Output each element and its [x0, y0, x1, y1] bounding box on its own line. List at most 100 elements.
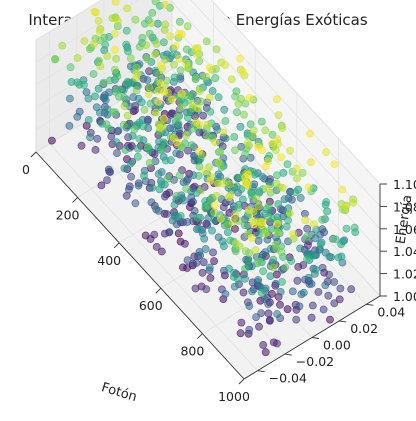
scatter-point — [269, 255, 278, 264]
scatter-point — [123, 4, 131, 13]
scatter-point — [261, 162, 270, 171]
scatter-point — [296, 194, 305, 202]
scatter-point — [316, 240, 325, 249]
scatter-point — [188, 124, 197, 133]
scatter-point — [168, 95, 176, 104]
scatter-point — [67, 78, 76, 86]
scatter-point — [283, 305, 292, 314]
x-tick-label: 800 — [180, 344, 204, 359]
y-tick-label: 0.00 — [323, 338, 351, 353]
scatter-point — [196, 251, 205, 260]
x-axis-line — [35, 151, 245, 380]
scatter-point — [160, 192, 169, 201]
scatter-point — [318, 215, 327, 224]
scatter-point — [130, 125, 139, 134]
scatter-point — [234, 203, 243, 212]
scatter-point — [170, 73, 179, 82]
scatter-point — [307, 158, 315, 167]
scatter-point — [166, 52, 175, 60]
scatter-point — [103, 52, 112, 60]
scatter-point — [132, 86, 141, 95]
scatter-point — [179, 196, 188, 205]
scatter-point — [90, 7, 99, 16]
scatter-point — [146, 99, 155, 108]
scatter-point — [325, 270, 333, 279]
scatter-point — [145, 29, 154, 38]
scatter-point — [257, 288, 266, 297]
scatter-point — [231, 146, 239, 155]
scatter-point — [175, 17, 184, 26]
scatter-point — [234, 275, 242, 284]
scatter-point — [284, 216, 292, 225]
scatter-point — [113, 149, 121, 157]
scatter-point — [137, 98, 146, 107]
scatter-point — [230, 282, 239, 291]
scatter-point — [192, 50, 201, 59]
scatter-point — [303, 255, 311, 263]
scatter-point — [152, 108, 160, 117]
scatter-point — [293, 174, 301, 183]
scatter-point — [277, 153, 285, 162]
scatter-point — [240, 110, 248, 119]
scatter-point — [299, 288, 308, 297]
scatter-point — [134, 181, 143, 190]
scatter-point — [255, 322, 263, 331]
scatter-point — [73, 54, 82, 62]
scatter-point — [112, 54, 121, 63]
scatter-point — [216, 214, 225, 223]
scatter-point — [318, 263, 327, 272]
scatter-point — [245, 302, 254, 310]
x-tick-label: 1000 — [218, 389, 250, 404]
scatter-point — [281, 263, 290, 272]
y-tick-label: 0.04 — [377, 304, 405, 319]
scatter-point — [161, 156, 170, 165]
scatter-point — [195, 120, 204, 129]
scatter-point — [113, 72, 122, 81]
scatter-point — [86, 133, 94, 142]
scatter-point — [182, 177, 191, 186]
scatter-point — [241, 150, 249, 158]
scatter-point — [132, 63, 141, 72]
scatter-point — [120, 164, 129, 173]
scatter-point — [48, 136, 56, 145]
z-grid-back — [190, 0, 381, 207]
x-tick-mark — [197, 333, 203, 339]
scatter-point — [250, 220, 258, 228]
scatter-point — [238, 67, 247, 76]
scatter-point — [264, 212, 273, 221]
scatter-point — [96, 62, 105, 71]
scatter-points — [48, 0, 360, 357]
scatter-point — [236, 329, 245, 338]
x-tick-mark — [30, 151, 37, 158]
scatter-point — [91, 92, 99, 101]
scatter-point — [191, 74, 200, 83]
scatter-point — [123, 77, 132, 86]
z-tick-label: 1.06 — [393, 222, 416, 237]
scatter-point — [124, 47, 132, 56]
scatter-point — [219, 242, 228, 250]
scatter-point — [225, 180, 234, 189]
scatter-point — [139, 171, 148, 180]
scatter-point — [135, 43, 144, 51]
scatter-point — [295, 302, 304, 311]
scatter-point — [330, 278, 339, 286]
scatter-point — [257, 117, 266, 126]
scatter-point — [273, 228, 282, 237]
scatter-point — [223, 228, 232, 237]
scatter-point — [196, 186, 205, 195]
scatter-point — [272, 95, 281, 104]
scatter-point — [205, 93, 214, 102]
scatter-point — [131, 15, 140, 24]
scatter-point — [269, 338, 278, 347]
scatter-point — [94, 16, 103, 25]
scatter-point — [195, 57, 204, 66]
scatter-point — [96, 108, 104, 117]
scatter-point — [170, 200, 179, 209]
scatter-point — [194, 171, 203, 180]
scatter-point — [160, 26, 169, 34]
scatter-point — [254, 202, 263, 211]
z-grid-left — [35, 0, 140, 63]
scatter-point — [201, 167, 210, 175]
scatter-point — [189, 259, 197, 268]
scatter-point — [206, 176, 215, 185]
